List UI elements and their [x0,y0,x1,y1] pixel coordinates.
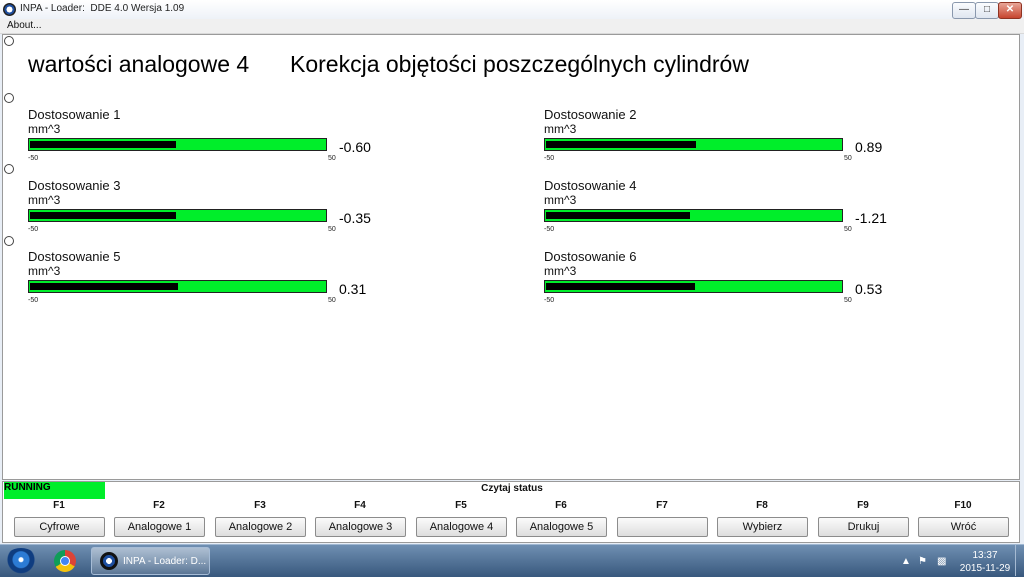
gauge-max: 50 [844,226,852,233]
main-panel [2,34,1020,480]
gauge-value: 0.31 [339,281,367,297]
gauge-bar [544,209,843,222]
gauge-fill [30,141,176,148]
gauge-min: -50 [544,226,555,233]
gauge-value: -0.35 [339,210,371,226]
f5-button[interactable]: Analogowe 4 [416,517,507,537]
f3-button[interactable]: Analogowe 2 [215,517,306,537]
clock-time[interactable]: 13:37 [972,550,998,561]
fkey-label-f9: F9 [857,500,869,511]
close-button[interactable]: ✕ [998,2,1022,19]
clock-date[interactable]: 2015-11-29 [959,563,1011,574]
gauge-bar [544,280,843,293]
gauge-fill [546,283,696,290]
gauge-value: 0.53 [855,281,883,297]
fkey-label-f3: F3 [254,500,266,511]
gauge-value: -0.60 [339,139,371,155]
gauge-max: 50 [844,155,852,162]
fkey-label-f1: F1 [53,500,65,511]
gauge-unit: mm^3 [544,193,577,207]
gauge-value: -1.21 [855,210,887,226]
f4-button[interactable]: Analogowe 3 [315,517,406,537]
taskbar: INPA - Loader: D... ▲ ⚑ ▩ 13:37 2015-11-… [0,544,1024,577]
gauge-label: Dostosowanie 2 [544,107,637,122]
gauge-label: Dostosowanie 1 [28,107,121,122]
gauge-max: 50 [328,226,336,233]
tray-expand-icon[interactable]: ▲ [901,556,911,567]
gauge-bar [544,138,843,151]
fkey-label-f10: F10 [954,500,972,511]
radio-button-2[interactable] [4,93,14,103]
fkey-label-f2: F2 [153,500,165,511]
gauge-max: 50 [328,155,336,162]
minimize-button[interactable]: — [952,2,976,19]
chrome-icon[interactable] [54,550,76,572]
gauge-unit: mm^3 [544,264,577,278]
inpa-app-icon [3,3,16,16]
gauge-min: -50 [28,155,39,162]
gauge-label: Dostosowanie 5 [28,249,121,264]
screen-title: wartości analogowe 4 [28,51,250,77]
start-button[interactable] [4,548,38,574]
fkey-label-f4: F4 [354,500,366,511]
menu-about[interactable]: About... [7,20,42,31]
gauge-unit: mm^3 [28,264,61,278]
radio-button-1[interactable] [4,36,14,46]
gauge-fill [30,283,179,290]
gauge-fill [546,141,697,148]
network-icon[interactable]: ▩ [937,556,947,567]
menu-bar: About... [0,19,1024,34]
gauge-max: 50 [844,297,852,304]
f10-button[interactable]: Wróć [918,517,1009,537]
gauge-min: -50 [28,226,39,233]
gauge-min: -50 [28,297,39,304]
taskbar-app-inpa[interactable]: INPA - Loader: D... [91,547,210,575]
f9-button[interactable]: Drukuj [818,517,909,537]
window-title: INPA - Loader: DDE 4.0 Wersja 1.09 [20,3,185,14]
gauge-label: Dostosowanie 4 [544,178,637,193]
gauge-max: 50 [328,297,336,304]
gauge-bar [28,280,327,293]
fkey-label-f7: F7 [656,500,668,511]
gauge-value: 0.89 [855,139,883,155]
running-indicator: RUNNING [4,482,105,499]
flag-icon[interactable]: ⚑ [918,556,927,567]
screen-subtitle: Korekcja objętości poszczególnych cylind… [290,51,749,77]
f2-button[interactable]: Analogowe 1 [114,517,205,537]
gauge-fill [546,212,690,219]
gauge-fill [30,212,177,219]
f1-button[interactable]: Cyfrowe [14,517,105,537]
gauge-unit: mm^3 [28,193,61,207]
gauge-label: Dostosowanie 6 [544,249,637,264]
radio-button-3[interactable] [4,164,14,174]
fkey-label-f6: F6 [555,500,567,511]
taskbar-app-label: INPA - Loader: D... [123,556,207,567]
gauge-bar [28,138,327,151]
title-bar[interactable]: INPA - Loader: DDE 4.0 Wersja 1.09 — □ ✕ [0,0,1024,20]
fkey-label-f8: F8 [756,500,768,511]
gauge-min: -50 [544,297,555,304]
inpa-icon [100,552,118,570]
gauge-label: Dostosowanie 3 [28,178,121,193]
gauge-unit: mm^3 [28,122,61,136]
f8-button[interactable]: Wybierz [717,517,808,537]
radio-button-4[interactable] [4,236,14,246]
gauge-unit: mm^3 [544,122,577,136]
status-title: Czytaj status [481,483,543,494]
show-desktop-button[interactable] [1015,545,1024,576]
f7-button[interactable] [617,517,708,537]
fkey-label-f5: F5 [455,500,467,511]
maximize-button[interactable]: □ [975,2,999,19]
gauge-min: -50 [544,155,555,162]
f6-button[interactable]: Analogowe 5 [516,517,607,537]
gauge-bar [28,209,327,222]
